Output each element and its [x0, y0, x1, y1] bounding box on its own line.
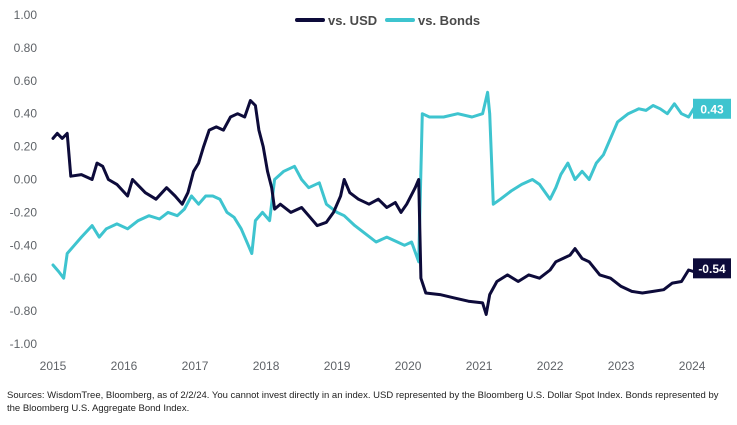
source-footnote: Sources: WisdomTree, Bloomberg, as of 2/…	[7, 390, 719, 414]
legend-label-usd: vs. USD	[328, 13, 377, 28]
y-tick-label: 0.80	[14, 41, 38, 55]
y-tick-label: -0.80	[10, 304, 38, 318]
y-axis: 1.00 0.80 0.60 0.40 0.20 0.00 -0.20 -0.40 -0.60 -…	[10, 8, 38, 351]
end-label-bonds: 0.43	[693, 98, 731, 119]
end-label-value: -0.54	[698, 262, 726, 276]
series-line-bonds	[51, 90, 708, 280]
correlation-line-chart: 1.00 0.80 0.60 0.40 0.20 0.00 -0.20 -0.40 -0.60 -…	[10, 8, 731, 373]
series-lines	[51, 90, 708, 316]
x-tick-label: 2023	[608, 359, 635, 373]
x-tick-label: 2016	[111, 359, 138, 373]
legend: vs. USD vs. Bonds	[295, 13, 480, 28]
x-tick-label: 2019	[324, 359, 351, 373]
series-line-usd	[51, 99, 708, 316]
y-tick-label: -1.00	[10, 337, 38, 351]
end-label-value: 0.43	[700, 102, 724, 116]
x-axis: 2015 2016 2017 2018 2019 2020 2021 2022 2023 2024	[40, 359, 706, 373]
y-tick-label: -0.20	[10, 205, 38, 219]
legend-label-bonds: vs. Bonds	[418, 13, 480, 28]
x-tick-label: 2024	[679, 359, 706, 373]
y-tick-label: -0.60	[10, 271, 38, 285]
x-tick-label: 2018	[253, 359, 280, 373]
x-tick-label: 2022	[537, 359, 564, 373]
x-tick-label: 2020	[395, 359, 422, 373]
x-tick-label: 2021	[466, 359, 493, 373]
end-labels: -0.54 0.43	[693, 98, 731, 279]
x-tick-label: 2017	[182, 359, 209, 373]
x-tick-label: 2015	[40, 359, 67, 373]
y-tick-label: 1.00	[14, 8, 38, 22]
y-tick-label: 0.40	[14, 107, 38, 121]
y-tick-label: -0.40	[10, 238, 38, 252]
end-label-box	[693, 98, 731, 119]
y-tick-label: 0.60	[14, 74, 38, 88]
y-tick-label: 0.00	[14, 173, 38, 187]
end-label-box	[693, 258, 731, 279]
y-tick-label: 0.20	[14, 140, 38, 154]
end-label-usd: -0.54	[693, 258, 731, 279]
